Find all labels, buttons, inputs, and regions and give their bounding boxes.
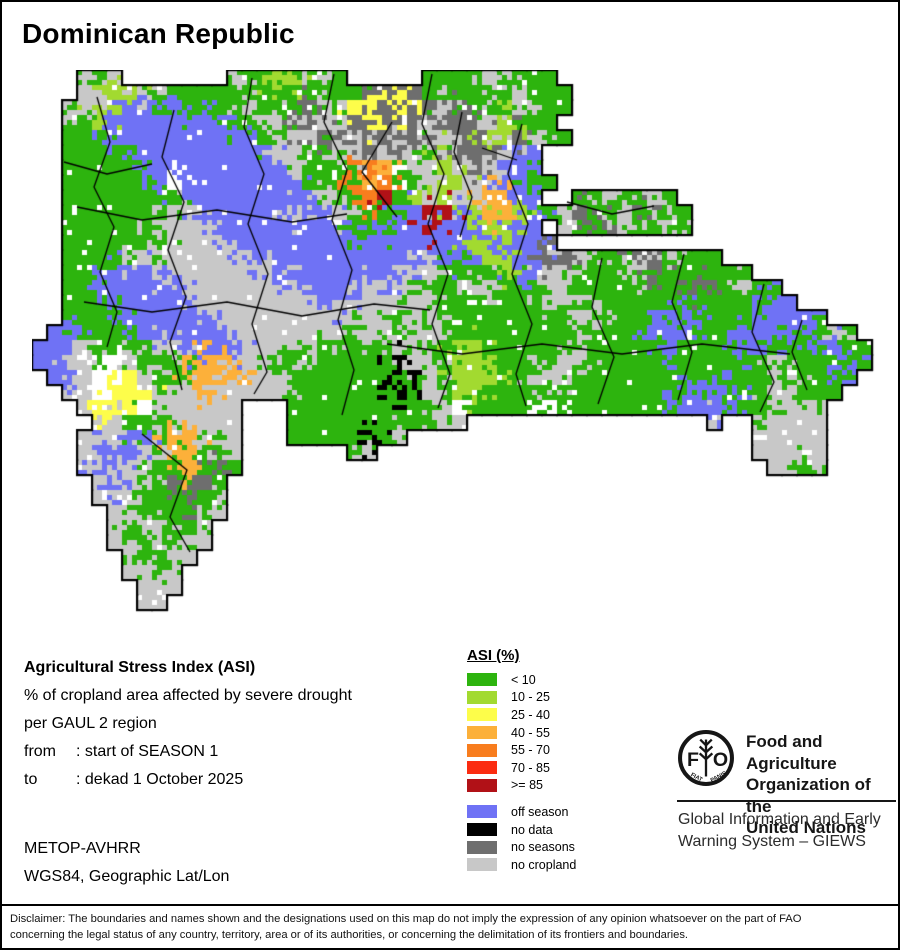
legend-item: < 10 xyxy=(467,671,576,689)
legend-item: no cropland xyxy=(467,856,576,874)
legend-label: no seasons xyxy=(511,840,575,855)
info-heading: Agricultural Stress Index (ASI) xyxy=(24,659,256,676)
legend-swatch xyxy=(467,823,497,837)
legend-item: 25 - 40 xyxy=(467,706,576,724)
legend-title: ASI (%) xyxy=(467,647,520,664)
to-label: to xyxy=(24,771,38,788)
legend-item: 10 - 25 xyxy=(467,689,576,707)
wheat-ear-icon xyxy=(698,738,714,777)
fao-org-name: Food and Agriculture Organization of the… xyxy=(746,731,898,839)
legend-item: off season xyxy=(467,803,576,821)
sensor-label: METOP-AVHRR xyxy=(24,840,141,857)
fao-logo-letter-f: F xyxy=(687,749,699,771)
giews-line1: Global Information and Early xyxy=(678,811,881,828)
from-label: from xyxy=(24,743,56,760)
fao-divider xyxy=(677,800,896,802)
legend-swatch xyxy=(467,840,497,854)
legend-swatch xyxy=(467,858,497,872)
legend-item: 70 - 85 xyxy=(467,759,576,777)
legend-swatch xyxy=(467,805,497,819)
fao-org-line3: United Nations xyxy=(746,818,866,837)
legend-swatch xyxy=(467,726,497,740)
legend-swatch xyxy=(467,708,497,722)
legend-label: 55 - 70 xyxy=(511,743,550,758)
projection-label: WGS84, Geographic Lat/Lon xyxy=(24,868,230,885)
legend-label: 10 - 25 xyxy=(511,690,550,705)
legend-item: no seasons xyxy=(467,838,576,856)
info-line-from: from : start of SEASON 1 xyxy=(24,738,352,766)
info-line-description: % of cropland area affected by severe dr… xyxy=(24,687,352,704)
page-title: Dominican Republic xyxy=(22,18,295,49)
legend-item: 55 - 70 xyxy=(467,741,576,759)
legend: ASI (%) < 10 10 - 25 25 - 40 40 - 55 55 - 70… xyxy=(467,647,576,874)
legend-extra-classes: off season no data no seasons no cropland xyxy=(467,803,576,873)
legend-label: < 10 xyxy=(511,672,536,687)
legend-classes: < 10 10 - 25 25 - 40 40 - 55 55 - 70 70 - 85 >… xyxy=(467,671,576,794)
legend-label: no cropland xyxy=(511,857,577,872)
disclaimer-text: Disclaimer: The boundaries and names sho… xyxy=(2,904,898,948)
fao-motto-fiat: FIAT xyxy=(689,772,703,783)
legend-label: 25 - 40 xyxy=(511,707,550,722)
legend-item: no data xyxy=(467,821,576,839)
legend-label: 70 - 85 xyxy=(511,760,550,775)
legend-label: no data xyxy=(511,822,553,837)
to-value: : dekad 1 October 2025 xyxy=(76,771,244,788)
legend-label: 40 - 55 xyxy=(511,725,550,740)
info-line-to: to : dekad 1 October 2025 xyxy=(24,766,352,794)
fao-org-line1: Food and Agriculture xyxy=(746,732,837,773)
legend-swatch xyxy=(467,690,497,704)
legend-label: off season xyxy=(511,804,569,819)
giews-line2: Warning System – GIEWS xyxy=(678,832,866,850)
giews-block: Global Information and Early Warning Sys… xyxy=(678,809,881,852)
legend-label: >= 85 xyxy=(511,778,543,793)
legend-item: 40 - 55 xyxy=(467,724,576,742)
legend-swatch xyxy=(467,778,497,792)
fao-logo-letter-o: O xyxy=(713,749,728,771)
legend-item: >= 85 xyxy=(467,777,576,795)
info-line-region: per GAUL 2 region xyxy=(24,715,157,732)
legend-swatch xyxy=(467,673,497,687)
fao-logo-icon: F O FIAT PANIS xyxy=(678,730,734,786)
asi-map-canvas xyxy=(32,70,887,625)
legend-swatch xyxy=(467,761,497,775)
legend-swatch xyxy=(467,743,497,757)
info-block: Agricultural Stress Index (ASI) % of cro… xyxy=(24,654,352,794)
from-value: : start of SEASON 1 xyxy=(76,743,219,760)
